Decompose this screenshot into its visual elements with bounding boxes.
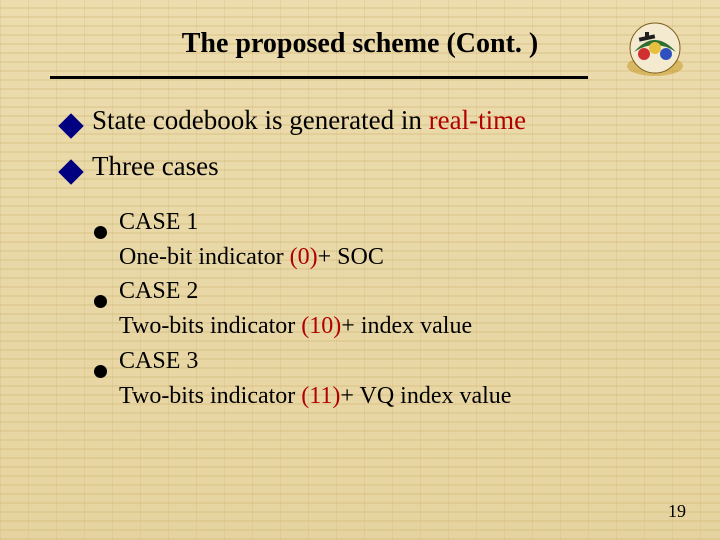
corner-logo bbox=[624, 18, 686, 78]
case-detail: Two-bits indicator (10)+ index value bbox=[119, 309, 660, 344]
bullet-text: State codebook is generated in real-time bbox=[92, 102, 660, 138]
text-run: State codebook is generated in bbox=[92, 105, 429, 135]
text-accent: real-time bbox=[429, 105, 526, 135]
text-accent: (11) bbox=[301, 383, 340, 409]
bullet-level2: CASE 2 Two-bits indicator (10)+ index va… bbox=[94, 274, 660, 344]
text-run: Two-bits indicator bbox=[119, 313, 301, 339]
text-run: + SOC bbox=[318, 244, 384, 270]
diamond-icon bbox=[62, 108, 80, 144]
case-detail: One-bit indicator (0)+ SOC bbox=[119, 240, 660, 275]
text-run: Two-bits indicator bbox=[119, 383, 301, 409]
disc-icon bbox=[94, 284, 107, 319]
case-label: CASE 1 bbox=[119, 209, 198, 235]
bullet-text: Three cases bbox=[92, 148, 660, 184]
slide-body: State codebook is generated in real-time… bbox=[62, 102, 660, 414]
disc-icon bbox=[94, 215, 107, 250]
bullet-level2: CASE 3 Two-bits indicator (11)+ VQ index… bbox=[94, 344, 660, 414]
case-label: CASE 2 bbox=[119, 278, 198, 304]
text-run: + index value bbox=[341, 313, 472, 339]
slide-title: The proposed scheme (Cont. ) bbox=[0, 28, 720, 60]
text-accent: (10) bbox=[301, 313, 341, 339]
bullet-text: CASE 3 Two-bits indicator (11)+ VQ index… bbox=[119, 344, 660, 414]
bullet-level1: State codebook is generated in real-time bbox=[62, 102, 660, 144]
case-detail: Two-bits indicator (11)+ VQ index value bbox=[119, 379, 660, 414]
text-accent: (0) bbox=[290, 244, 318, 270]
bullet-level1: Three cases bbox=[62, 148, 660, 190]
case-label: CASE 3 bbox=[119, 348, 198, 374]
disc-icon bbox=[94, 354, 107, 389]
bullet-text: CASE 2 Two-bits indicator (10)+ index va… bbox=[119, 274, 660, 344]
slide: The proposed scheme (Cont. ) State codeb… bbox=[0, 0, 720, 540]
text-run: One-bit indicator bbox=[119, 244, 290, 270]
sublist: CASE 1 One-bit indicator (0)+ SOC CASE 2… bbox=[94, 205, 660, 414]
bullet-text: CASE 1 One-bit indicator (0)+ SOC bbox=[119, 205, 660, 275]
title-underline bbox=[50, 76, 588, 79]
diamond-icon bbox=[62, 154, 80, 190]
text-run: + VQ index value bbox=[340, 383, 511, 409]
page-number: 19 bbox=[668, 501, 686, 522]
bullet-level2: CASE 1 One-bit indicator (0)+ SOC bbox=[94, 205, 660, 275]
text-run: Three cases bbox=[92, 151, 219, 181]
